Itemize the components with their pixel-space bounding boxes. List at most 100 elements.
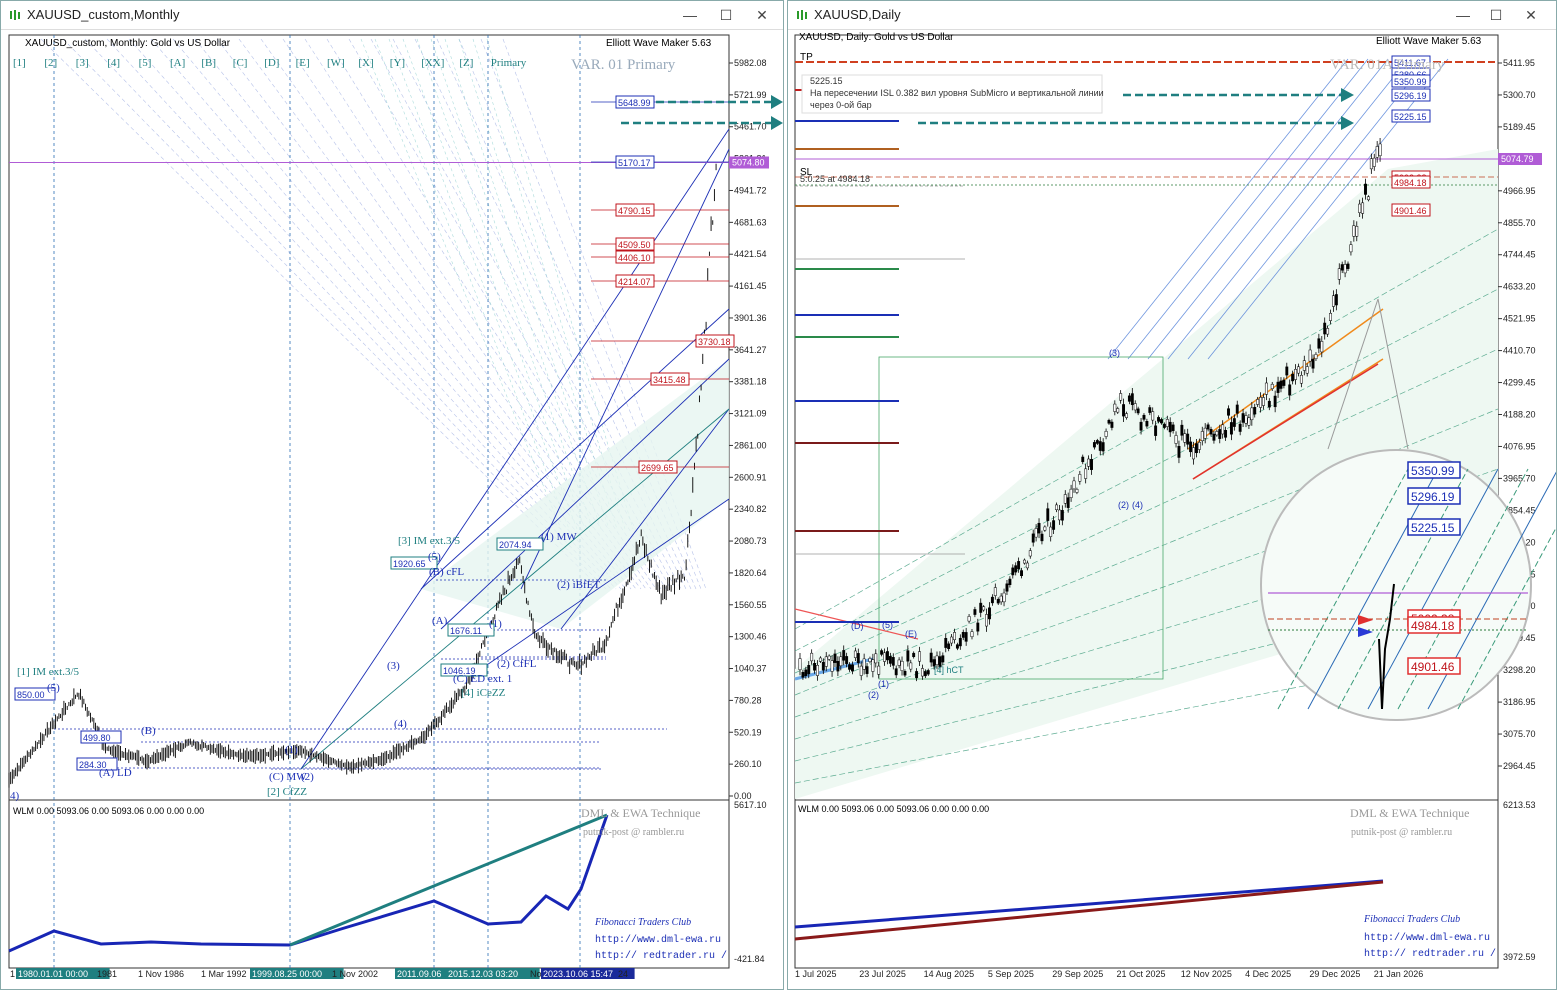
price-candle-body (883, 652, 886, 662)
wave-label: (E) (905, 629, 917, 639)
channel-line (520, 148, 730, 590)
time-axis-label: 5 Sep 2025 (988, 969, 1034, 979)
price-candle-body (1139, 421, 1143, 431)
price-candle-body (1037, 522, 1041, 534)
channel-line (300, 128, 730, 770)
price-candle-body (1101, 442, 1105, 452)
wave-label: (2) (1118, 500, 1129, 510)
right-titlebar[interactable]: XAUUSD,Daily — ☐ ✕ (788, 1, 1556, 30)
variant-label: VAR. 01 Primary (571, 57, 676, 73)
price-axis-label: 4421.54 (734, 249, 767, 259)
price-tag-box (496, 537, 544, 551)
price-candle-body (818, 657, 822, 662)
price-candle-body (900, 660, 904, 671)
maximize-button[interactable]: ☐ (719, 7, 733, 23)
price-candle-body (839, 656, 843, 667)
price-candle-body (1247, 417, 1251, 426)
price-candle-body (1209, 429, 1213, 435)
trend-line-blue (794, 657, 874, 681)
price-candle-body (964, 632, 968, 642)
credit-text: http:// redtrader.ru / (595, 950, 727, 962)
price-candle-body (1355, 226, 1359, 237)
price-candle-body (1127, 395, 1131, 402)
price-candle-body (1078, 474, 1082, 482)
price-candle-body (935, 655, 939, 665)
fork-line (794, 528, 1499, 740)
wave-label: 4) (10, 790, 20, 802)
minimize-button[interactable]: — (683, 7, 697, 23)
price-candle-body (1110, 421, 1114, 428)
wlm-teal-line (289, 813, 608, 947)
channel-line (420, 308, 730, 590)
price-axis-label: 3298.20 (1503, 665, 1536, 675)
monthly-chart[interactable]: 5982.085721.995461.705201.814941.724681.… (1, 29, 783, 989)
fib-fan-line (430, 38, 602, 530)
level-tag-text: 4901.46 (1394, 206, 1427, 216)
price-candle-body (842, 650, 846, 661)
price-candle-body (1171, 424, 1175, 431)
price-candle-body (827, 655, 831, 660)
price-candle-body (1025, 562, 1029, 569)
time-axis-label: 1999.08.25 00:00 (252, 969, 322, 979)
zoom-tag-box (1407, 487, 1461, 505)
corrective-line (794, 608, 919, 640)
close-button[interactable]: ✕ (756, 7, 768, 23)
price-candle-body (1299, 375, 1303, 384)
minimize-button[interactable]: — (1456, 7, 1470, 23)
price-candle-body (932, 659, 936, 667)
price-candle-body (836, 660, 840, 672)
price-candle-body (1180, 424, 1184, 436)
maximize-button[interactable]: ☐ (1489, 7, 1503, 23)
price-candle-body (1162, 423, 1166, 428)
wave-label: [4] hCT (934, 665, 964, 675)
wave-degree-button: [Y] (390, 57, 405, 69)
left-titlebar[interactable]: XAUUSD_custom,Monthly — ☐ ✕ (1, 1, 783, 30)
price-candle-body (973, 609, 977, 615)
price-candle-body (1066, 497, 1070, 508)
orange-channel-line (1187, 308, 1384, 450)
price-axis-label: 3965.70 (1503, 473, 1536, 483)
level-tag-box (615, 237, 655, 251)
price-candle-body (976, 622, 980, 632)
tp-label: TP (800, 52, 813, 63)
price-axis-label: 520.19 (734, 727, 762, 737)
price-candle-body (1119, 393, 1123, 401)
credit-text: putnik-post @ rambler.ru (1351, 827, 1452, 838)
price-candle-body (798, 658, 802, 670)
price-candle-body (909, 662, 913, 670)
level-tag-text: 5170.17 (618, 158, 651, 168)
wave-label: (B) cFL (429, 566, 464, 578)
time-axis-label: 1980.01.01 00:00 (18, 969, 88, 979)
price-candle-body (1060, 510, 1064, 521)
price-candle-body (1142, 414, 1146, 420)
price-candle-body (1130, 393, 1134, 405)
price-candle-body (903, 670, 907, 676)
price-candle-body (1369, 158, 1373, 170)
fib-fan-line (216, 38, 642, 590)
price-candle-body (1031, 533, 1035, 543)
daily-chart[interactable]: 5411.955300.705189.455078.204966.954855.… (788, 29, 1556, 989)
price-candle-body (1011, 567, 1015, 576)
level-tag-box (615, 274, 655, 288)
fib-fan-line (40, 38, 602, 590)
fib-fan-line (360, 38, 562, 530)
wave-label: (2) (301, 771, 314, 783)
red-channel-line (1192, 363, 1379, 480)
time-axis-label: 1 Nov 2002 (332, 969, 378, 979)
wave-label: (1) MW (541, 531, 577, 543)
level-tag-text: 5296.19 (1394, 91, 1427, 101)
zoom-fork-line (1307, 468, 1439, 710)
indicator-name: Elliott Wave Maker 5.63 (606, 38, 712, 49)
zoom-magnifier (1260, 449, 1532, 721)
time-price-box (878, 356, 1164, 680)
price-tag-box (447, 623, 495, 637)
price-candle-body (1227, 408, 1230, 416)
price-candle-body (1084, 468, 1088, 479)
note-text: через 0-ой бар (810, 100, 872, 110)
price-candle-body (1256, 399, 1260, 405)
close-button[interactable]: ✕ (1525, 7, 1537, 23)
price-candle-body (886, 651, 889, 661)
current-price-tag (729, 156, 769, 169)
chart-header: XAUUSD, Daily: Gold vs US Dollar (799, 32, 954, 43)
time-axis-label: 1 Jul 2025 (795, 969, 837, 979)
